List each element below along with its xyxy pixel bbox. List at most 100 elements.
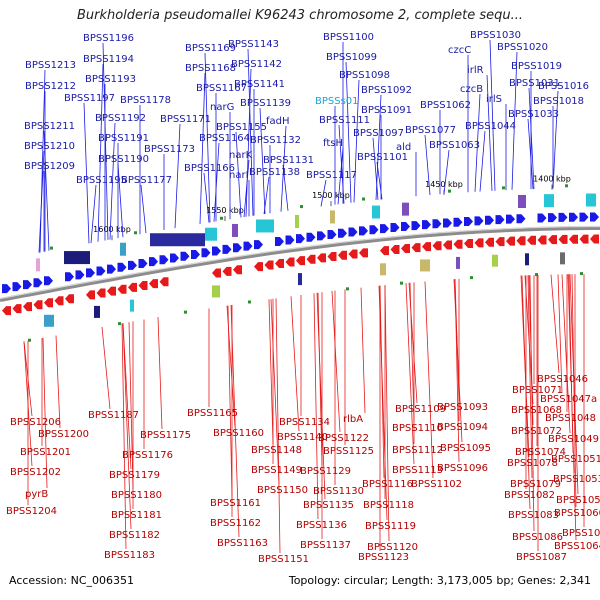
gene-label-BPSS1161[interactable]: BPSS1161	[210, 498, 261, 509]
gene-label-BPSS1177[interactable]: BPSS1177	[121, 175, 172, 186]
gene-label-BPSS1096[interactable]: BPSS1096	[437, 463, 488, 474]
gene-label-BPSS1190[interactable]: BPSS1190	[98, 154, 149, 165]
gene-label-BPSS1099[interactable]: BPSS1099	[326, 52, 377, 63]
gene-label-BPSS1074[interactable]: BPSS1074	[515, 447, 566, 458]
gene-label-BPSS1175[interactable]: BPSS1175	[140, 430, 191, 441]
gene-label-BPSS1130[interactable]: BPSS1130	[313, 486, 364, 497]
gene-label-BPSS1192[interactable]: BPSS1192	[95, 113, 146, 124]
gene-label-BPSS1138[interactable]: BPSS1138	[249, 167, 300, 178]
gene-label-BPSS1051[interactable]: BPSS1051	[551, 454, 600, 465]
gene-label-ald[interactable]: ald	[396, 142, 411, 153]
gene-label-irlR[interactable]: irlR	[467, 65, 484, 76]
gene-label-BPSS1060[interactable]: BPSS1060	[554, 508, 600, 519]
gene-label-irlS[interactable]: irlS	[486, 94, 502, 105]
gene-label-BPSS1068[interactable]: BPSS1068	[511, 405, 562, 416]
gene-label-BPSS1033[interactable]: BPSS1033	[508, 109, 559, 120]
gene-label-BPSS1097[interactable]: BPSS1097	[353, 128, 404, 139]
gene-label-BPSS1102[interactable]: BPSS1102	[411, 479, 462, 490]
gene-label-narG[interactable]: narG	[210, 102, 234, 113]
gene-label-BPSS1079[interactable]: BPSS1079	[510, 479, 561, 490]
gene-label-BPSS1098[interactable]: BPSS1098	[339, 70, 390, 81]
gene-label-BPSS1135[interactable]: BPSS1135	[303, 500, 354, 511]
gene-label-BPSS1110[interactable]: BPSS1110	[392, 423, 443, 434]
gene-label-BPSS1151[interactable]: BPSS1151	[258, 554, 309, 565]
gene-label-BPSS1132[interactable]: BPSS1132	[250, 135, 301, 146]
gene-label-BPSS1129[interactable]: BPSS1129	[300, 466, 351, 477]
gene-label-BPSS1062[interactable]: BPSS1062	[420, 100, 471, 111]
gene-label-BPSS1163[interactable]: BPSS1163	[217, 538, 268, 549]
gene-label-BPSS1165[interactable]: BPSS1165	[187, 408, 238, 419]
gene-label-pyrB[interactable]: pyrB	[25, 489, 48, 500]
gene-label-BPSS1064[interactable]: BPSS1064	[554, 541, 600, 552]
gene-label-BPSS1031[interactable]: BPSS1031	[509, 78, 560, 89]
gene-label-BPSS1150[interactable]: BPSS1150	[257, 485, 308, 496]
gene-label-BPSS1095[interactable]: BPSS1095	[440, 443, 491, 454]
gene-label-BPSS1166[interactable]: BPSS1166	[184, 163, 235, 174]
gene-label-BPSS1019[interactable]: BPSS1019	[511, 61, 562, 72]
gene-label-BPSS1100[interactable]: BPSS1100	[323, 32, 374, 43]
gene-label-BPSS1181[interactable]: BPSS1181	[111, 510, 162, 521]
gene-label-BPSS1194[interactable]: BPSS1194	[83, 54, 134, 65]
gene-label-BPSS1171[interactable]: BPSS1171	[160, 114, 211, 125]
gene-label-BPSS1195[interactable]: BPSS1195	[76, 175, 127, 186]
gene-label-BPSS1141[interactable]: BPSS1141	[234, 79, 285, 90]
gene-label-BPSS1142[interactable]: BPSS1142	[231, 59, 282, 70]
gene-label-czcB[interactable]: czcB	[460, 84, 483, 95]
gene-label-BPSS1044[interactable]: BPSS1044	[465, 121, 516, 132]
gene-label-BPSS1183[interactable]: BPSS1183	[104, 550, 155, 561]
gene-label-BPSS1020[interactable]: BPSS1020	[497, 42, 548, 53]
gene-label-BPSS1167[interactable]: BPSS1167	[196, 83, 247, 94]
gene-label-BPSS1191[interactable]: BPSS1191	[98, 133, 149, 144]
gene-label-BPSS1118[interactable]: BPSS1118	[363, 500, 414, 511]
gene-label-BPSS1134[interactable]: BPSS1134	[279, 417, 330, 428]
gene-label-BPSS1162[interactable]: BPSS1162	[210, 518, 261, 529]
gene-label-BPSS1169[interactable]: BPSS1169	[185, 43, 236, 54]
gene-label-BPSS1113[interactable]: BPSS1113	[392, 465, 443, 476]
gene-label-BPSS1087[interactable]: BPSS1087	[516, 552, 567, 563]
gene-label-BPSS1086[interactable]: BPSS1086	[512, 532, 563, 543]
gene-label-BPSS1061[interactable]: BPSS1061	[562, 528, 600, 539]
gene-label-BPSS1136[interactable]: BPSS1136	[296, 520, 347, 531]
gene-label-BPSS1125[interactable]: BPSS1125	[323, 446, 374, 457]
gene-label-BPSS1168[interactable]: BPSS1168	[185, 63, 236, 74]
gene-label-BPSS1155[interactable]: BPSS1155	[216, 122, 267, 133]
gene-label-BPSS1197[interactable]: BPSS1197	[64, 93, 115, 104]
gene-label-BPSS1210[interactable]: BPSS1210	[24, 141, 75, 152]
gene-label-BPSS1030[interactable]: BPSS1030	[470, 30, 521, 41]
gene-label-BPSS1196[interactable]: BPSS1196	[83, 33, 134, 44]
gene-label-BPSS1148[interactable]: BPSS1148	[251, 445, 302, 456]
gene-label-BPSS1092[interactable]: BPSS1092	[361, 85, 412, 96]
gene-label-czcC[interactable]: czcC	[448, 45, 471, 56]
gene-label-BPSS1047a[interactable]: BPSS1047a	[540, 394, 597, 405]
gene-label-BPSS1122[interactable]: BPSS1122	[318, 433, 369, 444]
gene-label-BPSS1120[interactable]: BPSS1120	[367, 542, 418, 553]
gene-label-BPSS1182[interactable]: BPSS1182	[109, 530, 160, 541]
gene-label-BPSS1119[interactable]: BPSS1119	[365, 521, 416, 532]
gene-label-BPSS1160[interactable]: BPSS1160	[213, 428, 264, 439]
gene-label-BPSS1077[interactable]: BPSS1077	[405, 125, 456, 136]
gene-label-BPSS1187[interactable]: BPSS1187	[88, 410, 139, 421]
gene-label-BPSS1178[interactable]: BPSS1178	[120, 95, 171, 106]
gene-label-BPSS1176[interactable]: BPSS1176	[122, 450, 173, 461]
gene-label-narI[interactable]: narI	[229, 170, 249, 181]
gene-label-BPSS1202[interactable]: BPSS1202	[10, 467, 61, 478]
gene-label-BPSS1072[interactable]: BPSS1072	[511, 426, 562, 437]
gene-label-BPSS1179[interactable]: BPSS1179	[109, 470, 160, 481]
gene-label-BPSS1109[interactable]: BPSS1109	[395, 404, 446, 415]
gene-label-BPSS1101[interactable]: BPSS1101	[357, 152, 408, 163]
gene-label-BPSS1212[interactable]: BPSS1212	[25, 81, 76, 92]
gene-label-BPSS1180[interactable]: BPSS1180	[111, 490, 162, 501]
gene-label-BPSS1201[interactable]: BPSS1201	[20, 447, 71, 458]
gene-label-BPSS1093[interactable]: BPSS1093	[437, 402, 488, 413]
gene-label-BPSS1143[interactable]: BPSS1143	[228, 39, 279, 50]
gene-label-BPSS1071[interactable]: BPSS1071	[512, 385, 563, 396]
gene-label-BPSS1206[interactable]: BPSS1206	[10, 417, 61, 428]
gene-label-BPSS1049[interactable]: BPSS1049	[548, 434, 599, 445]
gene-label-BPSS1200[interactable]: BPSS1200	[38, 429, 89, 440]
gene-label-BPSS1082[interactable]: BPSS1082	[504, 490, 555, 501]
gene-label-BPSS1140[interactable]: BPSS1140	[277, 432, 328, 443]
gene-label-BPSS1164[interactable]: BPSS1164	[199, 133, 250, 144]
gene-label-BPSS1016[interactable]: BPSS1016	[538, 81, 589, 92]
gene-label-BPSS1131[interactable]: BPSS1131	[263, 155, 314, 166]
gene-label-BPSS1116[interactable]: BPSS1116	[362, 479, 413, 490]
